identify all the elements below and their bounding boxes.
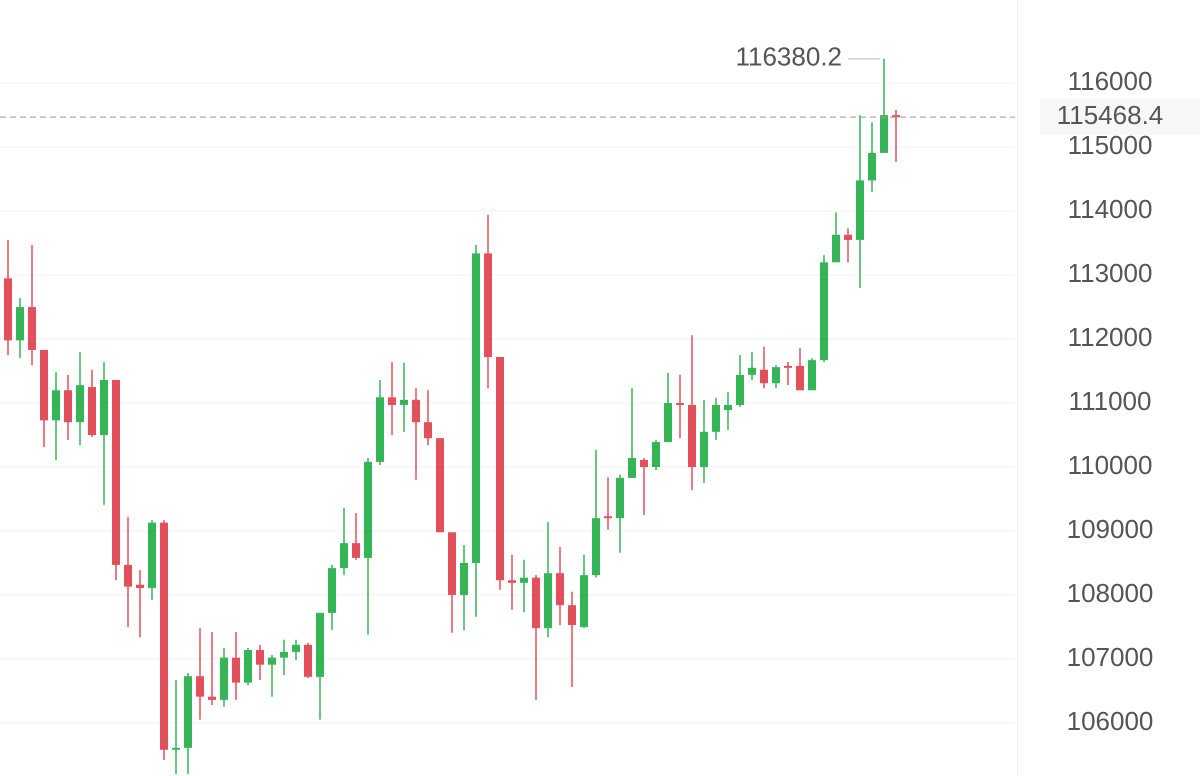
candle-body: [112, 380, 120, 565]
candle-body: [784, 365, 792, 368]
candle-body: [64, 390, 72, 423]
candle-body: [40, 349, 48, 421]
candle-body: [124, 564, 132, 587]
candle-body: [472, 253, 480, 563]
candle-body: [412, 399, 420, 423]
candle-body: [220, 657, 228, 700]
candle-body: [4, 278, 12, 341]
candle-body: [520, 577, 528, 583]
y-tick-label: 109000: [1067, 514, 1154, 544]
candle-body: [52, 390, 60, 421]
candle-body: [16, 307, 24, 341]
candle-body: [400, 399, 408, 405]
candle-body: [544, 573, 552, 629]
candle-body: [592, 518, 600, 576]
price-label: 115468.4: [1057, 100, 1164, 130]
high-label: 116380.2: [735, 42, 842, 72]
candle-body: [676, 403, 684, 405]
price-box: [1040, 99, 1200, 136]
y-tick-label: 116000: [1068, 66, 1153, 96]
candle-body: [292, 644, 300, 652]
candle-body: [244, 649, 252, 683]
candle-body: [760, 369, 768, 384]
candle-body: [352, 543, 360, 558]
candle-body: [172, 747, 180, 750]
candle-body: [76, 385, 84, 423]
y-tick-label: 108000: [1067, 578, 1154, 608]
candle-body: [832, 234, 840, 263]
candle-body: [796, 365, 804, 391]
candle-body: [184, 676, 192, 748]
candle-body: [844, 234, 852, 240]
candle-body: [508, 580, 516, 583]
candle-body: [532, 577, 540, 629]
candle-body: [604, 516, 612, 519]
candle-body: [304, 644, 312, 677]
y-tick-label: 114000: [1068, 194, 1153, 224]
candle-body: [232, 657, 240, 683]
candle-body: [460, 562, 468, 595]
axis-separator: [1017, 0, 1018, 776]
candle-body: [664, 403, 672, 443]
y-tick-label: 107000: [1067, 642, 1154, 672]
y-tick-label: 111000: [1069, 386, 1152, 416]
candle-body: [388, 397, 396, 405]
candle-body: [868, 152, 876, 181]
candle-body: [628, 458, 636, 478]
candle-body: [268, 657, 276, 665]
candle-body: [880, 115, 888, 153]
candle-body: [688, 404, 696, 468]
candle-body: [436, 438, 444, 533]
candle-body: [364, 461, 372, 558]
y-tick-label: 113000: [1068, 258, 1153, 288]
candle-body: [256, 649, 264, 665]
candle-body: [376, 397, 384, 462]
candle-body: [100, 380, 108, 436]
candle-body: [328, 568, 336, 613]
candle-body: [724, 404, 732, 411]
candle-body: [892, 115, 900, 118]
candle-body: [700, 431, 708, 468]
candle-body: [484, 253, 492, 357]
candle-body: [772, 367, 780, 384]
candle-body: [748, 367, 756, 375]
candle-body: [808, 360, 816, 391]
candle-body: [448, 532, 456, 595]
candle-body: [148, 522, 156, 588]
candle-body: [652, 442, 660, 468]
candle-body: [136, 584, 144, 588]
y-tick-label: 112000: [1068, 322, 1153, 352]
candle-body: [556, 573, 564, 606]
candle-body: [160, 522, 168, 750]
candle-body: [496, 356, 504, 581]
candle-body: [856, 180, 864, 240]
candle-body: [88, 387, 96, 436]
candle-body: [280, 651, 288, 658]
candle-body: [208, 696, 216, 700]
candle-body: [424, 422, 432, 439]
candle-body: [28, 307, 36, 350]
candle-body: [340, 543, 348, 569]
candle-body: [820, 262, 828, 361]
candle-body: [568, 605, 576, 626]
candle-body: [196, 676, 204, 697]
candle-body: [736, 374, 744, 405]
candle-body: [616, 477, 624, 519]
y-tick-label: 110000: [1068, 450, 1153, 480]
candle-body: [712, 404, 720, 432]
candle-body: [640, 459, 648, 468]
candle-body: [580, 575, 588, 627]
y-tick-label: 106000: [1067, 706, 1154, 736]
candle-body: [316, 612, 324, 677]
